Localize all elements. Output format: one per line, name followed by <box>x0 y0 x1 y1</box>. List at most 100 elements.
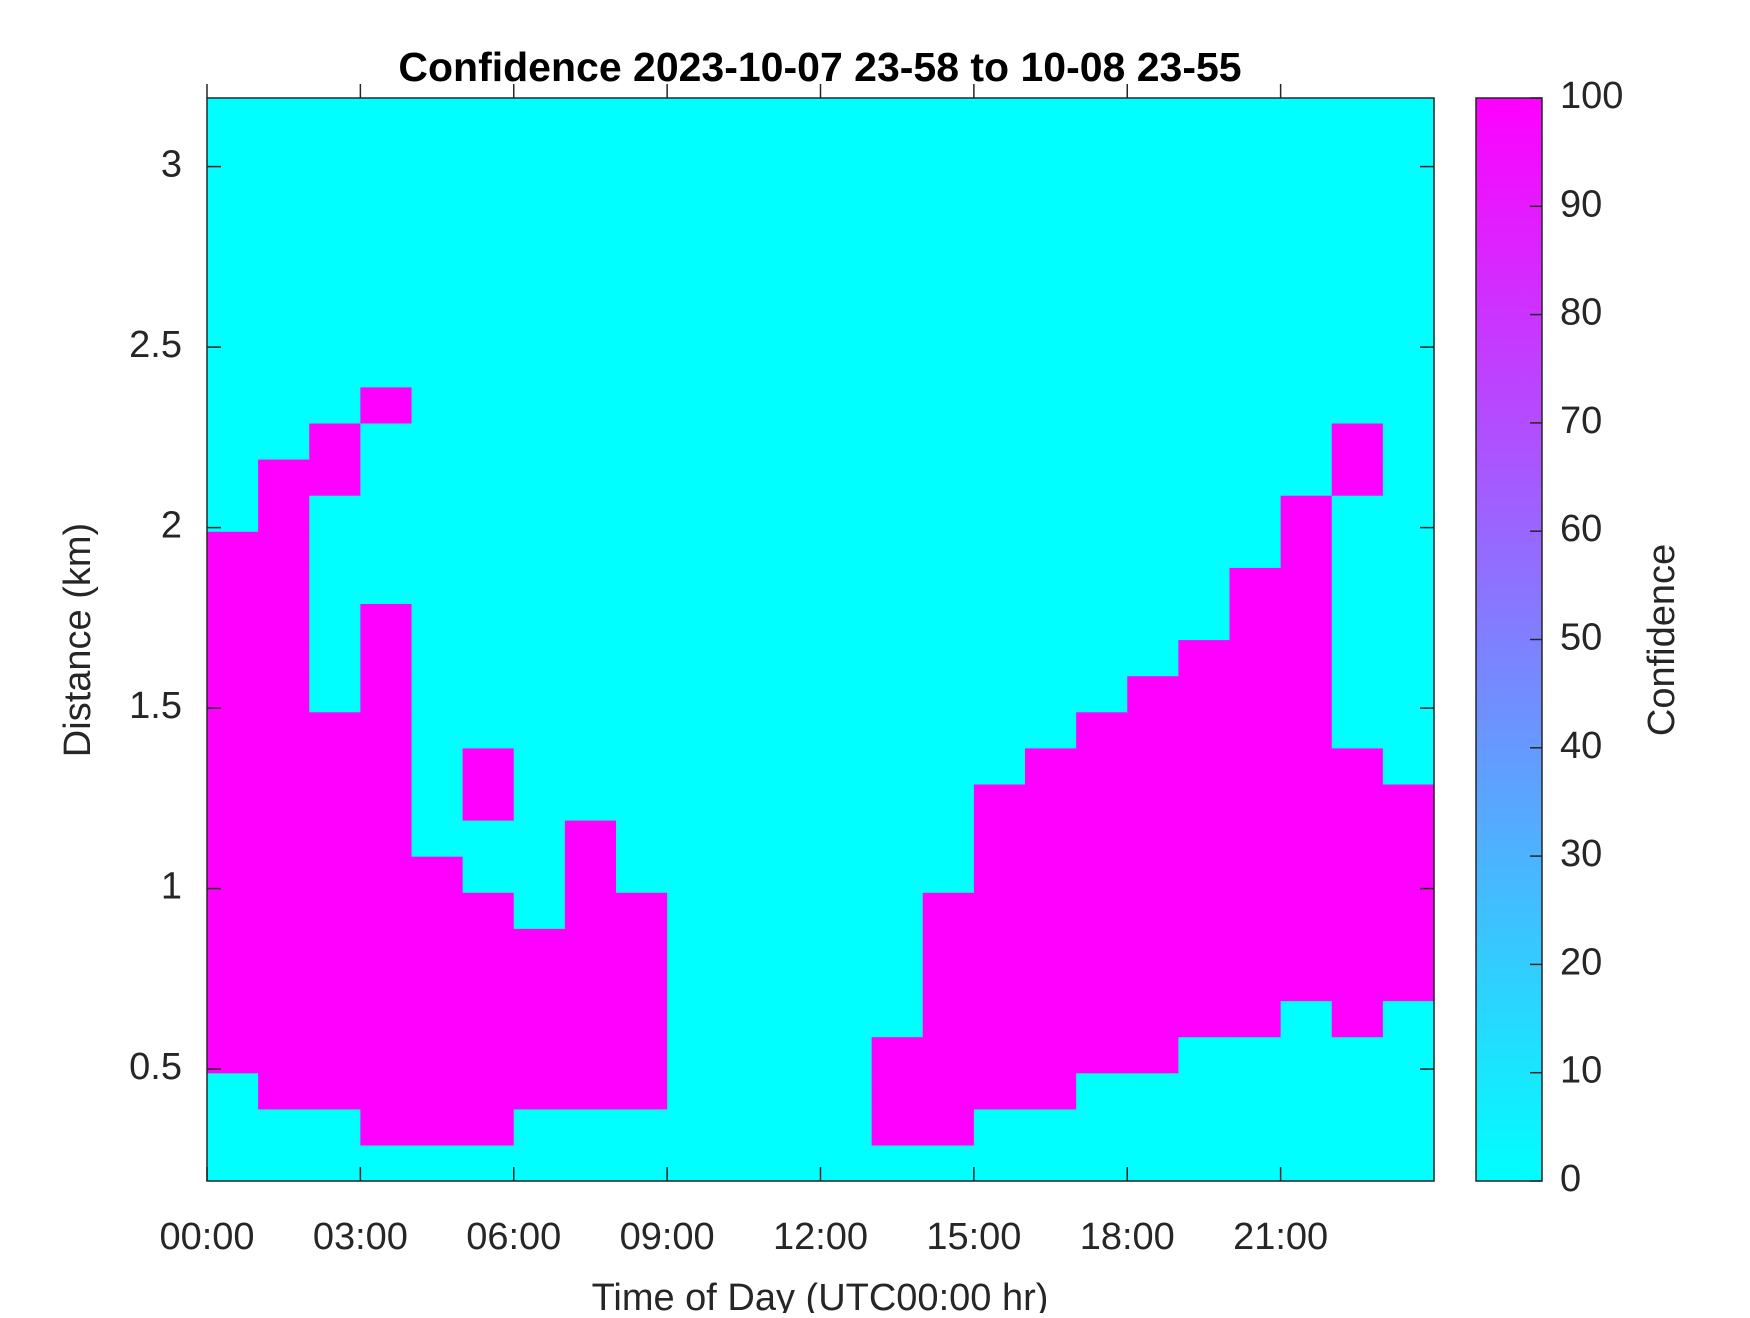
heatmap-cell <box>360 603 413 641</box>
colorbar-tick-label: 70 <box>1560 400 1602 442</box>
heatmap-cell <box>871 170 924 207</box>
heatmap-cell <box>820 1036 873 1074</box>
heatmap-cell <box>1127 531 1179 568</box>
heatmap-cell <box>309 820 361 857</box>
heatmap-cell <box>1178 495 1231 532</box>
heatmap-cell <box>871 242 924 280</box>
heatmap-cell <box>973 278 1026 316</box>
y-tick-label: 2 <box>161 505 182 547</box>
heatmap-cell <box>871 856 924 893</box>
heatmap-cell <box>462 206 515 243</box>
colorbar-tick-label: 20 <box>1560 941 1602 983</box>
heatmap-cell <box>1127 639 1179 677</box>
heatmap-cell <box>513 856 566 893</box>
heatmap-cell <box>1127 134 1179 171</box>
heatmap-cell <box>871 459 924 496</box>
heatmap-cell <box>258 964 310 1002</box>
heatmap-cell <box>207 98 259 135</box>
heatmap-cell <box>1076 278 1128 316</box>
heatmap-cell <box>462 856 515 893</box>
heatmap-cell <box>1331 711 1384 749</box>
heatmap-cell <box>667 711 719 749</box>
heatmap-cell <box>820 422 873 460</box>
heatmap-cell <box>973 1144 1026 1182</box>
heatmap-cell <box>616 314 668 352</box>
heatmap-cell <box>616 242 668 280</box>
heatmap-cell <box>1127 278 1179 316</box>
heatmap-cell <box>462 1036 515 1074</box>
heatmap-cell <box>411 1108 464 1146</box>
heatmap-cell <box>616 1108 668 1146</box>
heatmap-cell <box>564 278 617 316</box>
heatmap-cell <box>922 567 975 604</box>
heatmap-cell <box>871 206 924 243</box>
heatmap-cell <box>1382 386 1435 424</box>
heatmap-cell <box>667 675 719 713</box>
heatmap-cell <box>973 747 1026 785</box>
heatmap-cell <box>1178 1144 1231 1182</box>
heatmap-cell <box>922 1000 975 1038</box>
heatmap-cell <box>1178 278 1231 316</box>
heatmap-cell <box>207 1072 259 1110</box>
heatmap-cell <box>718 567 770 604</box>
heatmap-cell <box>1025 134 1077 171</box>
heatmap-cell <box>1076 820 1128 857</box>
heatmap-cell <box>1229 1108 1282 1146</box>
heatmap-cell <box>1280 134 1333 171</box>
heatmap-cell <box>718 350 770 388</box>
heatmap-cell <box>462 1072 515 1110</box>
heatmap-cell <box>564 1036 617 1074</box>
heatmap-cell <box>462 783 515 821</box>
colorbar-tick-label: 50 <box>1560 617 1602 659</box>
y-tick-label: 3 <box>161 144 182 186</box>
heatmap-cell <box>1382 1000 1435 1038</box>
heatmap-cell <box>207 386 259 424</box>
heatmap-cell <box>1127 964 1179 1002</box>
heatmap-cell <box>564 350 617 388</box>
heatmap-cell <box>922 964 975 1002</box>
heatmap-cell <box>1382 1072 1435 1110</box>
heatmap-cell <box>667 928 719 965</box>
heatmap-cell <box>1178 314 1231 352</box>
heatmap-cell <box>871 98 924 135</box>
heatmap-cell <box>1382 820 1435 857</box>
heatmap-cell <box>1382 1036 1435 1074</box>
heatmap-cell <box>258 386 310 424</box>
heatmap-cell <box>1331 603 1384 641</box>
heatmap-cell <box>1076 567 1128 604</box>
heatmap-cell <box>1331 531 1384 568</box>
heatmap-cell <box>564 170 617 207</box>
heatmap-cell <box>769 1144 822 1182</box>
heatmap-cell <box>667 531 719 568</box>
heatmap-cell <box>1331 892 1384 929</box>
colorbar-label: Confidence <box>1641 544 1683 736</box>
heatmap-cell <box>820 603 873 641</box>
heatmap-cell <box>1127 1072 1179 1110</box>
heatmap-cell <box>1280 170 1333 207</box>
heatmap-cell <box>309 422 361 460</box>
heatmap-cell <box>309 386 361 424</box>
heatmap-cell <box>1025 1036 1077 1074</box>
heatmap-cell <box>718 531 770 568</box>
heatmap-cell <box>1178 170 1231 207</box>
heatmap-cell <box>616 928 668 965</box>
chart-title: Confidence 2023-10-07 23-58 to 10-08 23-… <box>398 44 1241 90</box>
heatmap-cell <box>1382 928 1435 965</box>
heatmap-cell <box>922 639 975 677</box>
heatmap-cell <box>1229 206 1282 243</box>
y-tick-label: 0.5 <box>129 1046 182 1088</box>
heatmap-cell <box>411 783 464 821</box>
heatmap-cell <box>616 386 668 424</box>
heatmap-cell <box>360 964 413 1002</box>
heatmap-cell <box>513 350 566 388</box>
heatmap-cell <box>360 1000 413 1038</box>
heatmap-cell <box>718 1072 770 1110</box>
heatmap-cell <box>360 495 413 532</box>
heatmap-cell <box>1331 170 1384 207</box>
heatmap-cell <box>309 856 361 893</box>
heatmap-cell <box>718 675 770 713</box>
heatmap-cell <box>1076 350 1128 388</box>
heatmap-cell <box>1025 278 1077 316</box>
heatmap-cell <box>616 892 668 929</box>
heatmap-cell <box>462 134 515 171</box>
